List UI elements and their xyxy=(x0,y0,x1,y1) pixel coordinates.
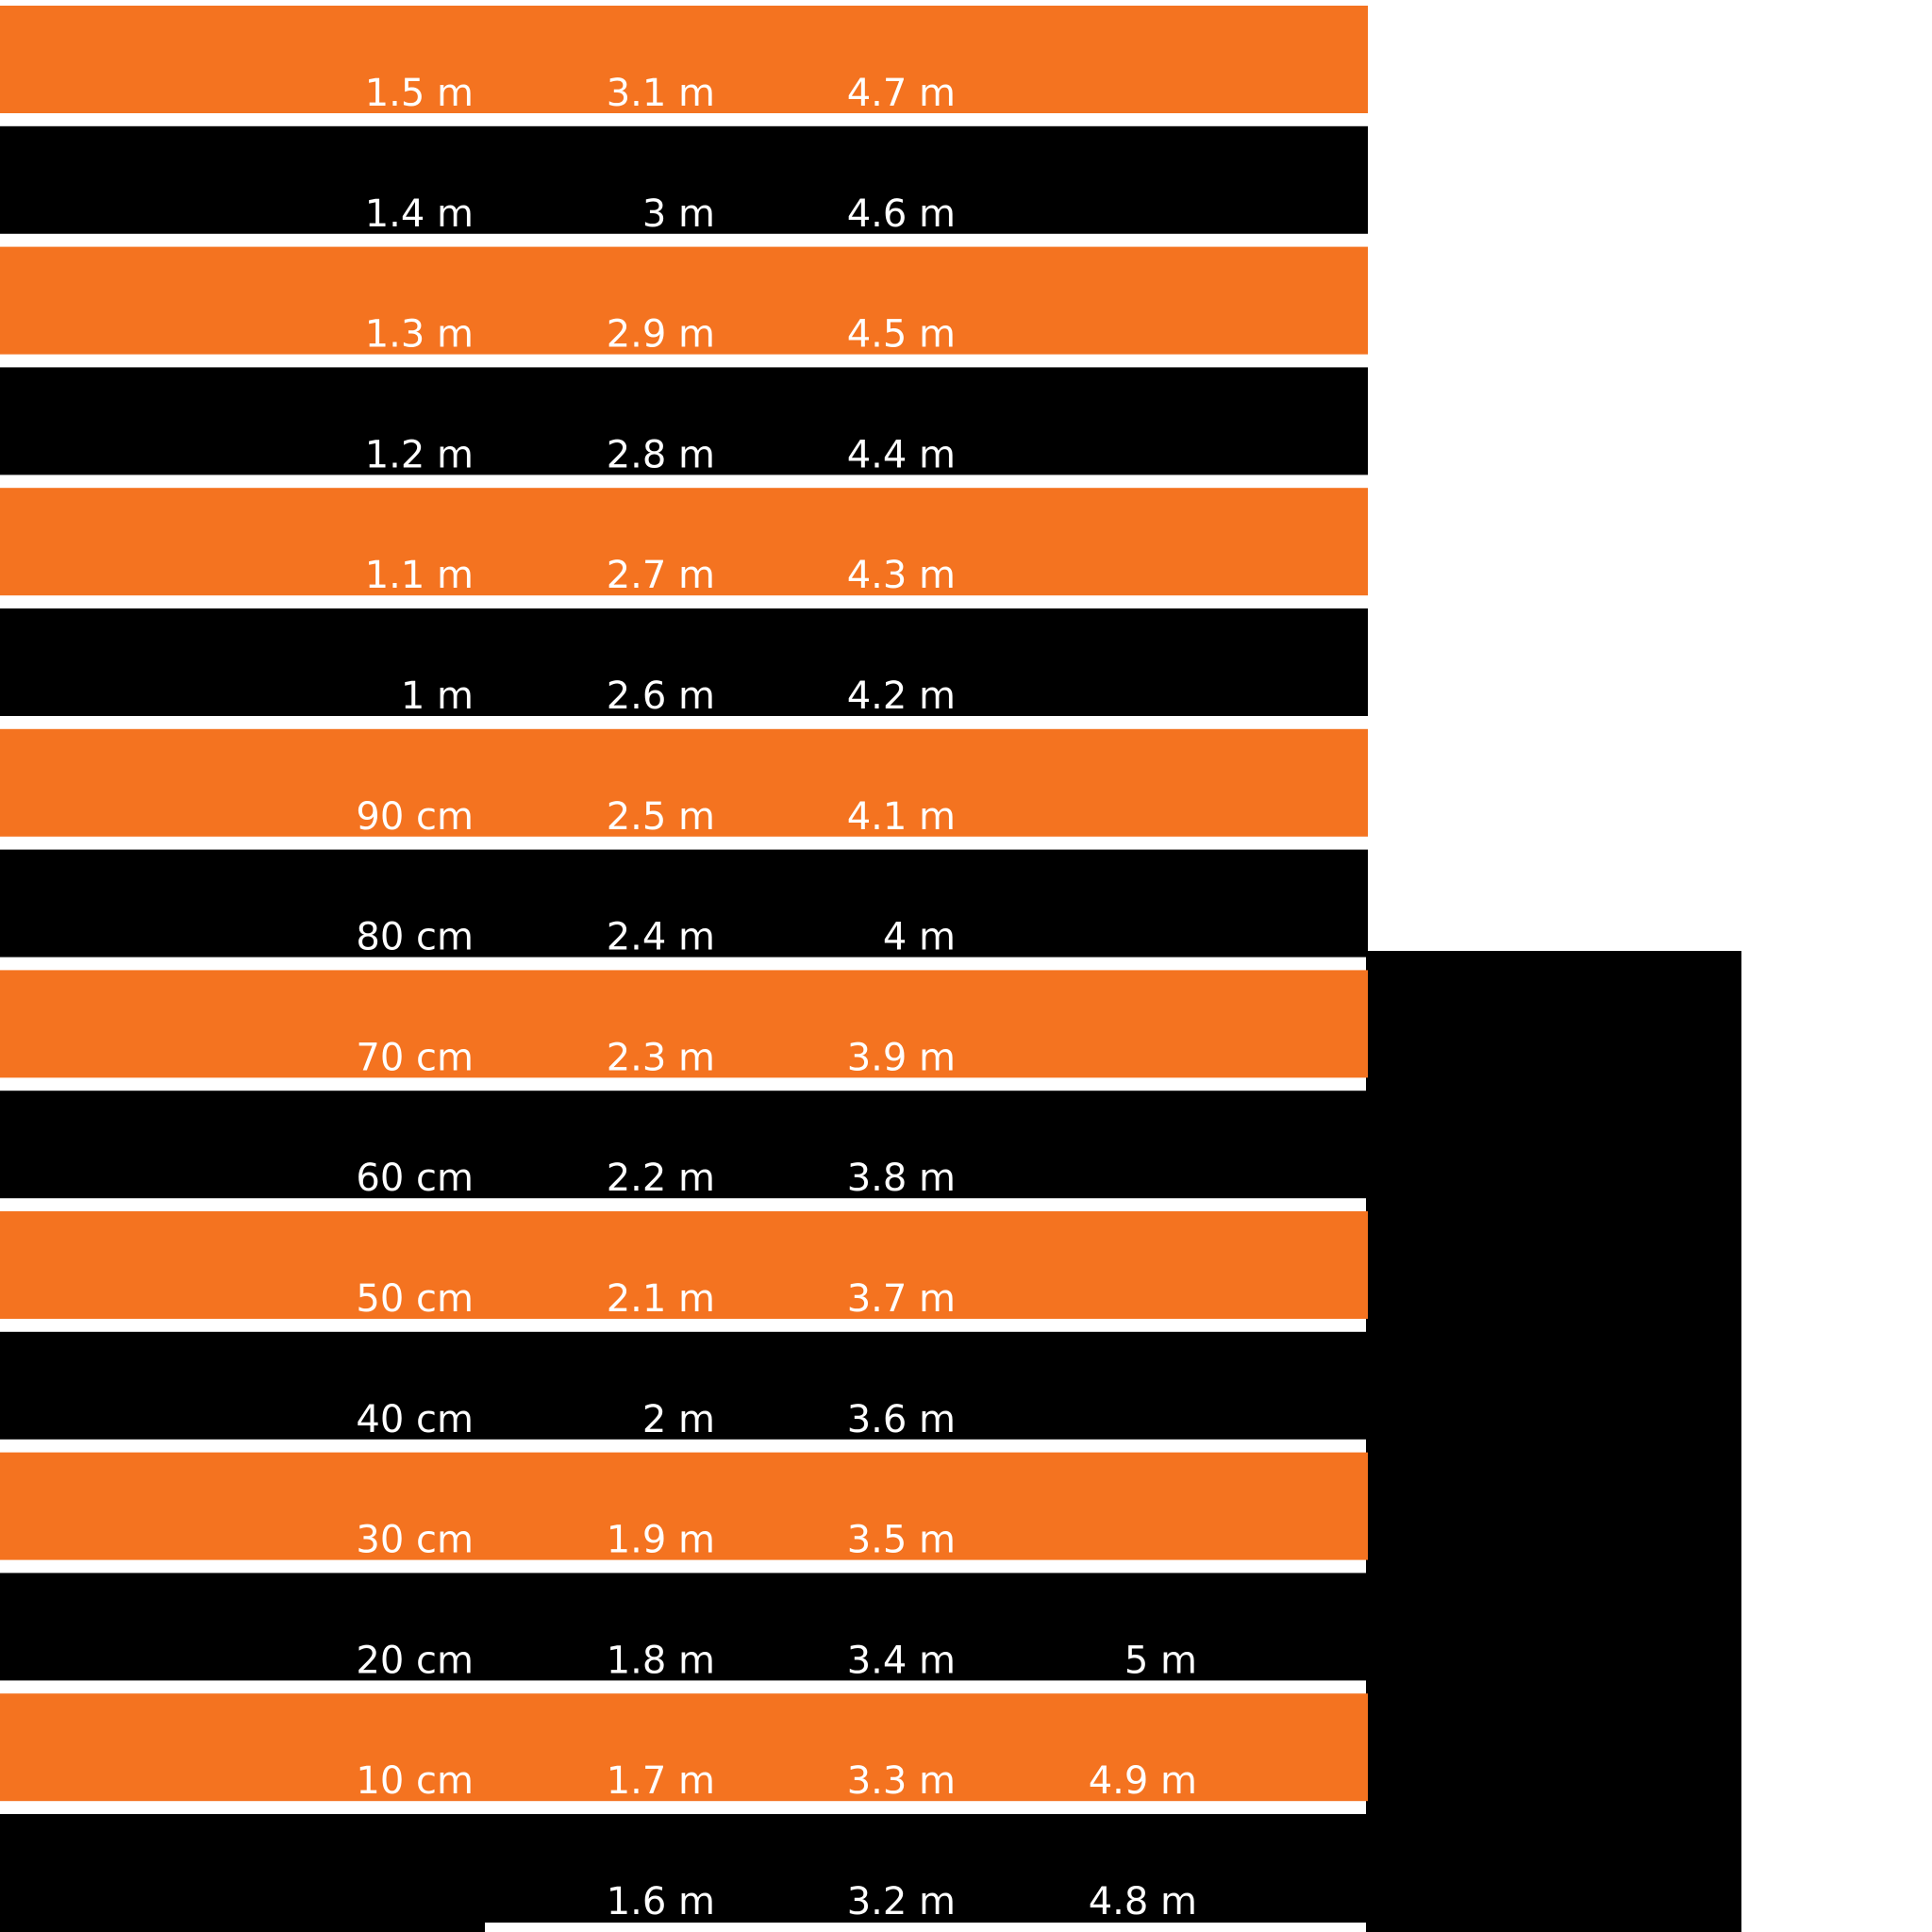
band-label: 4.5 m xyxy=(847,313,956,357)
band-label: 1.6 m xyxy=(607,1880,715,1924)
band xyxy=(0,849,1368,958)
band-label: 1.2 m xyxy=(365,433,474,476)
band xyxy=(0,488,1368,596)
band-label: 1 m xyxy=(401,675,474,718)
band xyxy=(0,246,1368,355)
band xyxy=(0,125,1368,234)
band-label: 4.1 m xyxy=(847,795,956,839)
band xyxy=(0,1211,1368,1319)
band xyxy=(0,6,1368,113)
bottom-white-strip xyxy=(485,1923,1366,1932)
band xyxy=(0,1331,1368,1440)
band-label: 3.1 m xyxy=(607,72,715,115)
band-label: 10 cm xyxy=(356,1759,474,1803)
band xyxy=(0,1452,1368,1560)
band-label: 1.1 m xyxy=(365,554,474,597)
band-label: 4.3 m xyxy=(847,554,956,597)
band-label: 1.5 m xyxy=(365,72,474,115)
band-label: 1.9 m xyxy=(607,1519,715,1562)
band-label: 3.7 m xyxy=(847,1277,956,1321)
band-label: 5 m xyxy=(1124,1639,1197,1682)
band-label: 90 cm xyxy=(356,795,474,839)
band-label: 3 m xyxy=(642,192,715,236)
band-label: 4.4 m xyxy=(847,433,956,476)
band-label: 4.6 m xyxy=(847,192,956,236)
band-label: 3.9 m xyxy=(847,1036,956,1079)
band xyxy=(0,608,1368,716)
right-black-block xyxy=(1366,951,1741,1932)
band-label: 1.7 m xyxy=(607,1759,715,1803)
band-label: 3.5 m xyxy=(847,1519,956,1562)
band-label: 50 cm xyxy=(356,1277,474,1321)
band-label: 4.9 m xyxy=(1089,1759,1197,1803)
band-label: 2.5 m xyxy=(607,795,715,839)
band-label: 2 m xyxy=(642,1398,715,1441)
band-label: 2.9 m xyxy=(607,313,715,357)
band-label: 1.4 m xyxy=(365,192,474,236)
band-label: 2.6 m xyxy=(607,675,715,718)
band-label: 4 m xyxy=(883,916,956,959)
band-label: 2.2 m xyxy=(607,1157,715,1200)
labels: 1.5 m 3.1 m 4.7 m 1.4 m 3 m 4.6 m 1.3 m 2.9 m 4.… xyxy=(356,72,1197,1924)
band-label: 1.8 m xyxy=(607,1639,715,1682)
band-label: 2.8 m xyxy=(607,433,715,476)
band-label: 3.6 m xyxy=(847,1398,956,1441)
band xyxy=(0,1091,1368,1199)
band xyxy=(0,970,1368,1078)
band-label: 70 cm xyxy=(356,1036,474,1079)
band-label: 40 cm xyxy=(356,1398,474,1441)
band-label: 1.3 m xyxy=(365,313,474,357)
band-label: 3.3 m xyxy=(847,1759,956,1803)
band-label: 2.4 m xyxy=(607,916,715,959)
band-label: 80 cm xyxy=(356,916,474,959)
band-label: 4.2 m xyxy=(847,675,956,718)
band-label: 3.8 m xyxy=(847,1157,956,1200)
band-label: 60 cm xyxy=(356,1157,474,1200)
band-label: 2.3 m xyxy=(607,1036,715,1079)
band-label: 4.8 m xyxy=(1089,1880,1197,1924)
band-label: 2.7 m xyxy=(607,554,715,597)
band xyxy=(0,728,1368,837)
band-label: 20 cm xyxy=(356,1639,474,1682)
band xyxy=(0,1693,1368,1802)
bands xyxy=(0,6,1368,1932)
band-label: 4.7 m xyxy=(847,72,956,115)
band xyxy=(0,367,1368,475)
band xyxy=(0,1814,1368,1932)
band-label: 2.1 m xyxy=(607,1277,715,1321)
band-label: 3.2 m xyxy=(847,1880,956,1924)
band xyxy=(0,1573,1368,1681)
band-label: 3.4 m xyxy=(847,1639,956,1682)
band-label: 30 cm xyxy=(356,1519,474,1562)
